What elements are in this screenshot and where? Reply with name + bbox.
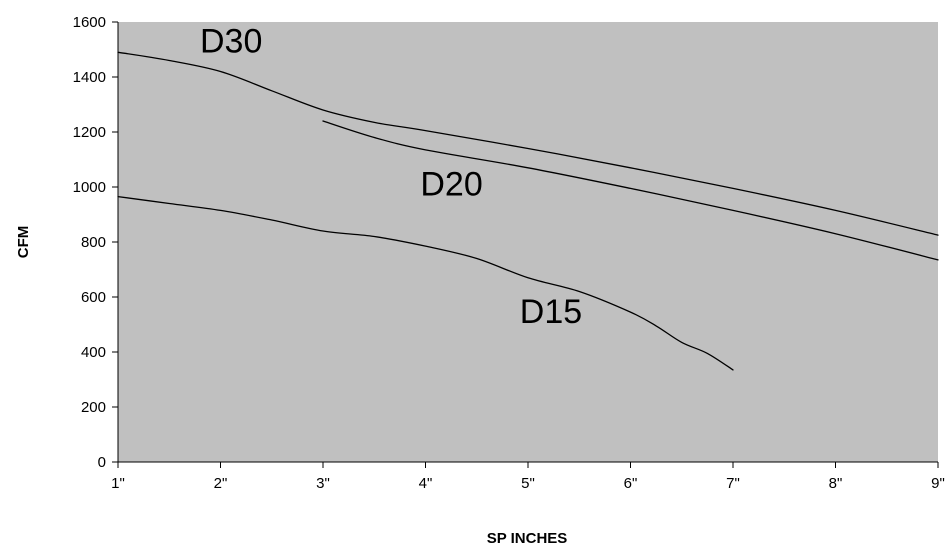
y-tick-label: 800 [81,234,106,251]
series-label-d15: D15 [520,293,582,331]
x-tick-label: 3" [316,475,330,492]
plot-area [118,22,938,462]
x-tick-label: 9" [931,475,945,492]
y-tick-label: 400 [81,344,106,361]
series-line-d20 [322,120,939,261]
y-axis-title: CFM [15,226,32,259]
y-tick-label: 0 [98,454,106,471]
x-tick-label: 7" [726,475,740,492]
y-tick-label: 1200 [73,124,106,141]
x-axis-title: SP INCHES [487,530,568,547]
x-tick-label: 6" [624,475,638,492]
y-tick-label: 1400 [73,69,106,86]
series-line-d30 [117,51,939,236]
x-tick-label: 2" [214,475,228,492]
ticks-layer: 0 200 400 600 800 1000 1200 1400 1600 1" 2" 3" 4" 5" 6… [73,14,945,492]
series-line-d15 [117,195,734,371]
x-tick-label: 8" [829,475,843,492]
x-tick-label: 4" [419,475,433,492]
series-labels-layer: D30 D20 D15 [200,22,582,331]
series-label-d20: D20 [420,165,482,203]
y-tick-label: 600 [81,289,106,306]
y-tick-label: 1000 [73,179,106,196]
y-tick-label: 200 [81,399,106,416]
y-tick-label: 1600 [73,14,106,31]
x-tick-label: 5" [521,475,535,492]
series-label-d30: D30 [200,22,262,60]
series-layer [117,51,939,371]
x-tick-label: 1" [111,475,125,492]
